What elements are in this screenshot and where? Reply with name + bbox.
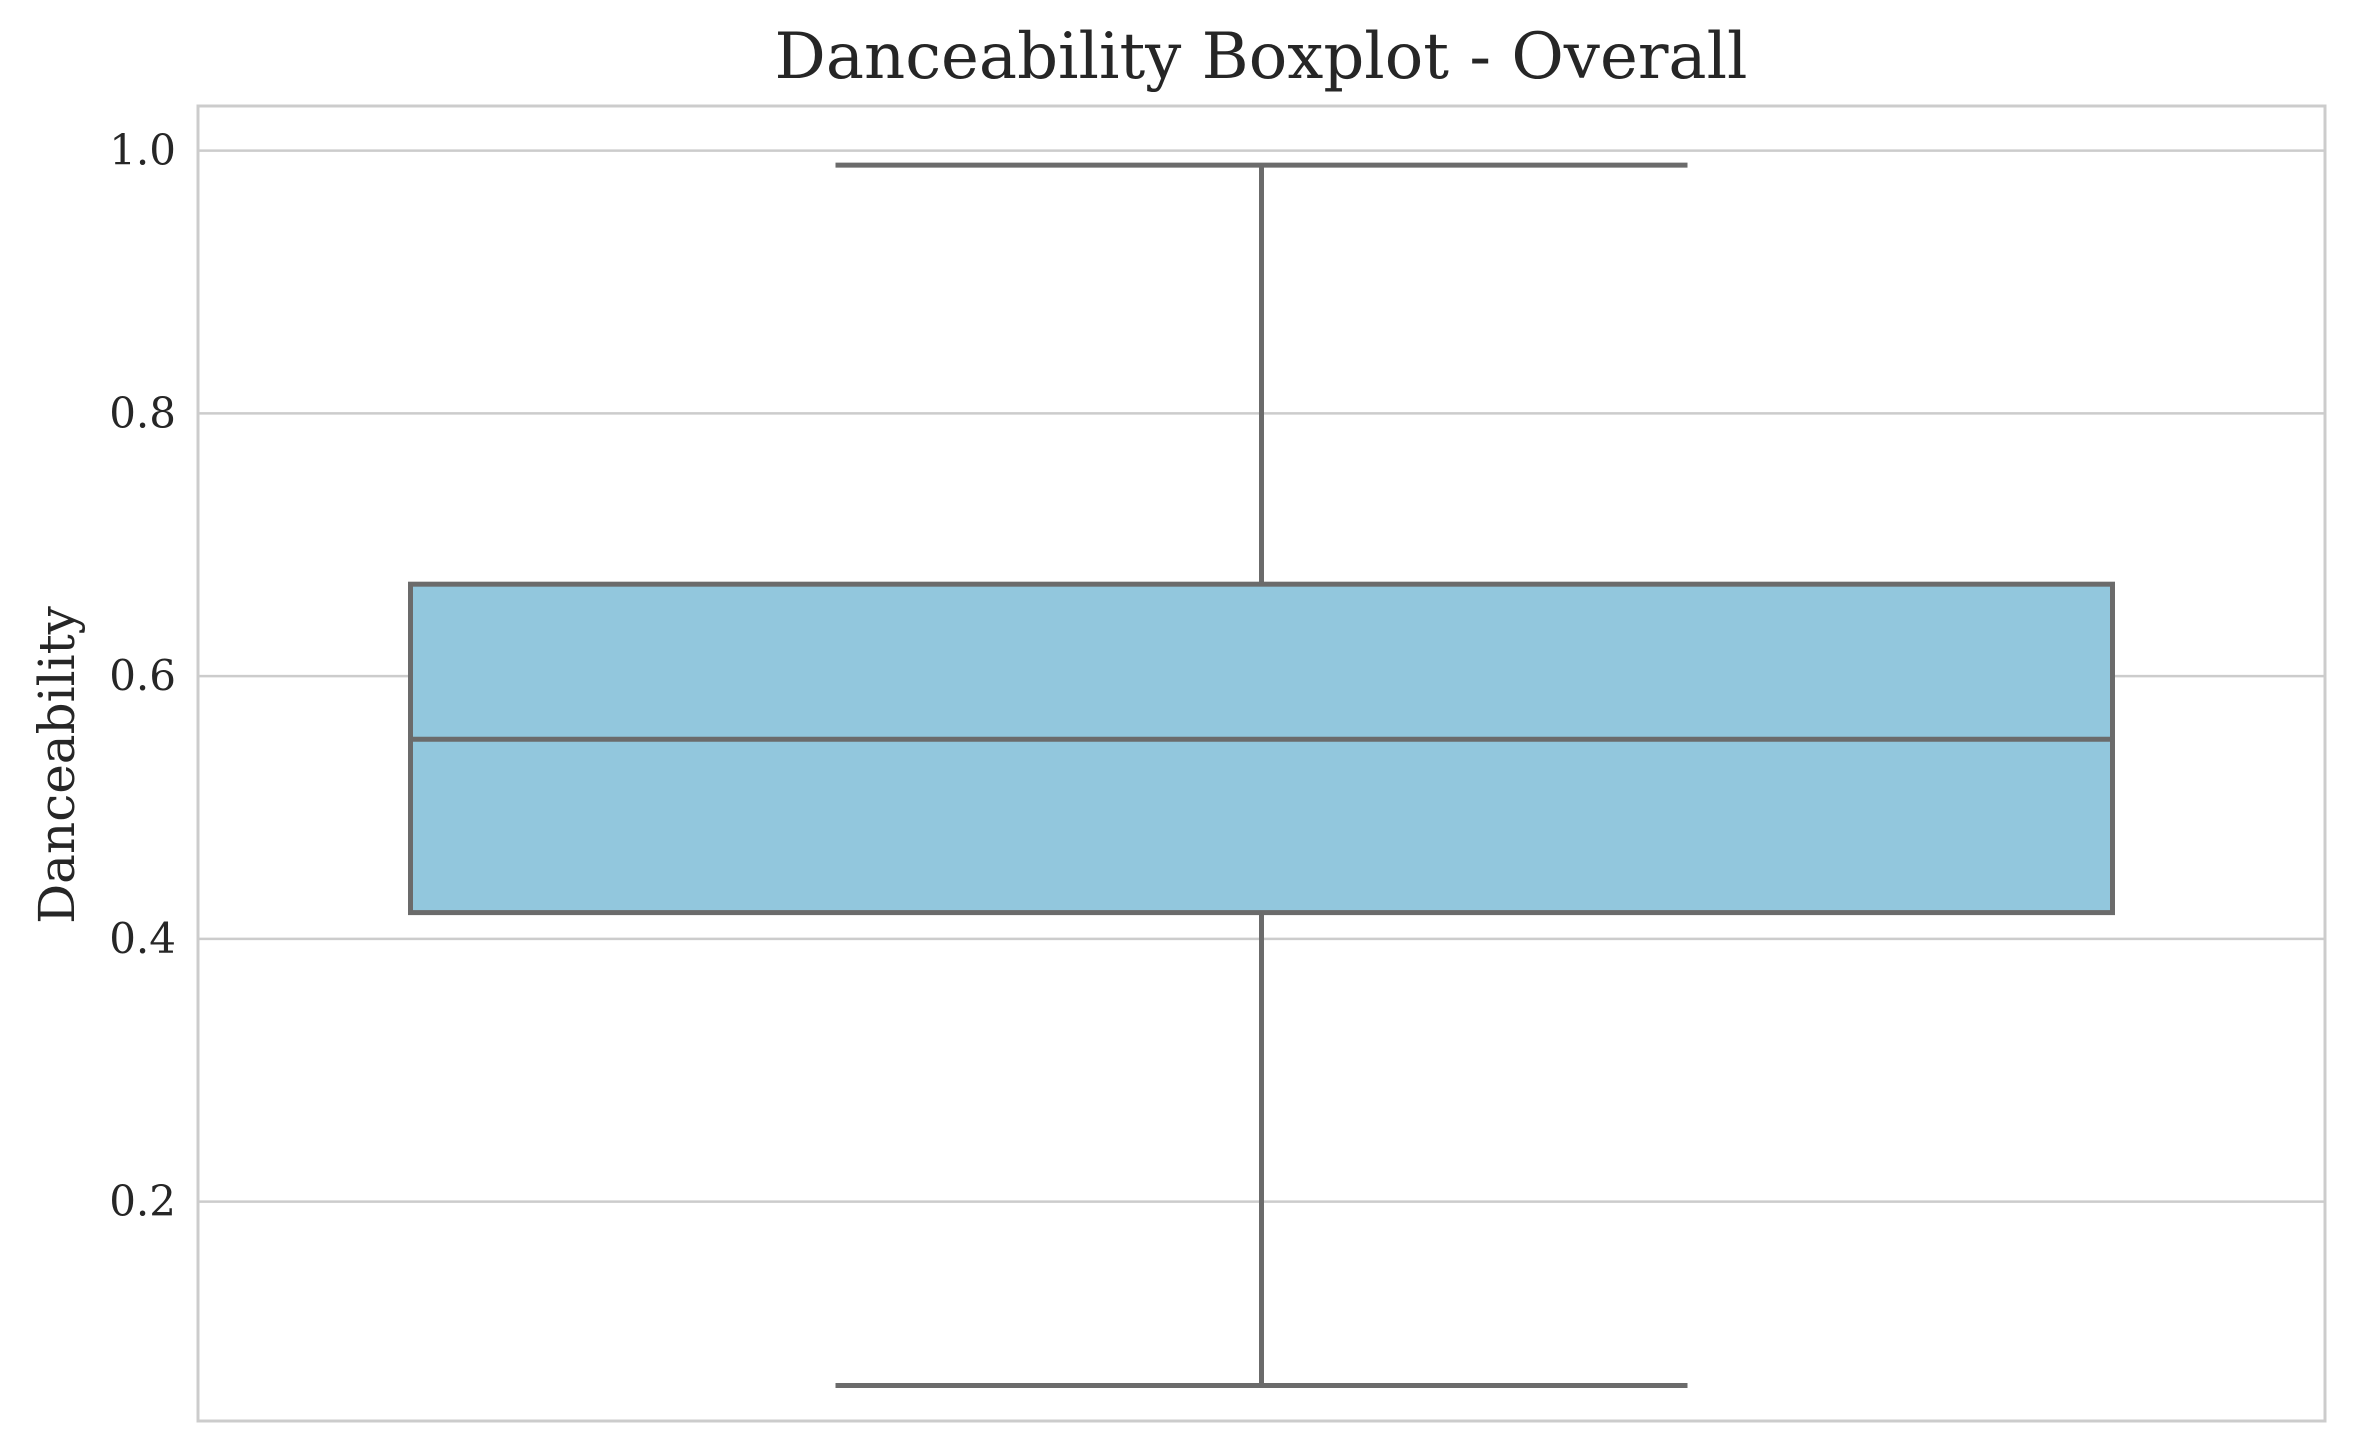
interquartile-box xyxy=(408,581,2115,916)
box-and-whiskers xyxy=(408,162,2115,1389)
chart-title: Danceability Boxplot - Overall xyxy=(775,20,1748,94)
y-tick-labels: 0.2 0.4 0.6 0.8 1.0 xyxy=(109,126,176,1226)
y-tick-label: 0.2 xyxy=(109,1177,176,1226)
plot-area-frame xyxy=(196,104,2327,1423)
y-axis-label: Danceability xyxy=(28,605,86,924)
y-tick-label: 0.6 xyxy=(109,651,176,700)
y-tick-label: 0.8 xyxy=(109,388,176,437)
y-tick-label: 1.0 xyxy=(109,126,176,175)
y-tick-label: 0.4 xyxy=(109,914,176,963)
